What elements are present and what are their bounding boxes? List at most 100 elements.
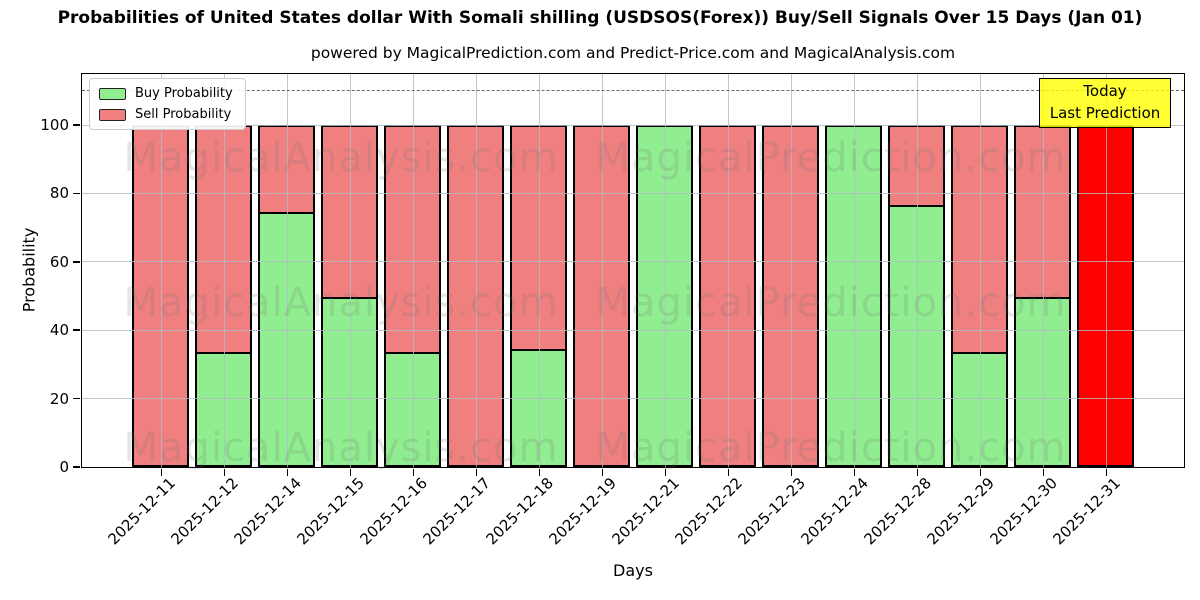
y-tick-label: 80 xyxy=(49,184,69,203)
plot-area: 2025-12-11 2025-12-12 2025-12-14 2025-12-15… xyxy=(40,73,1185,548)
legend-swatch-sell xyxy=(99,108,126,121)
bar-group xyxy=(509,125,568,467)
x-tick-mark xyxy=(286,469,288,476)
x-tick-mark xyxy=(979,469,981,476)
x-tick-mark xyxy=(664,469,666,476)
x-tick-mark xyxy=(790,469,792,476)
gridline-h xyxy=(82,398,1184,400)
bar-segment-buy xyxy=(952,352,1007,465)
dashed-threshold-line xyxy=(82,89,1184,91)
bar-group xyxy=(698,125,757,467)
x-tick-label: 2025-12-14 xyxy=(230,474,306,549)
x-tick-label: 2025-12-28 xyxy=(860,474,936,549)
y-tick-label: 0 xyxy=(59,458,69,476)
gridline-v xyxy=(286,74,288,467)
gridline-h xyxy=(82,192,1184,194)
today-annotation: Today Last Prediction xyxy=(1039,78,1171,128)
x-tick-label: 2025-12-16 xyxy=(356,474,432,549)
bar-group xyxy=(1076,125,1135,467)
y-tick-mark xyxy=(73,329,80,331)
gridline-h xyxy=(82,261,1184,263)
gridline-v xyxy=(727,74,729,467)
today-annotation-line2: Last Prediction xyxy=(1049,104,1161,122)
bar-segment-buy xyxy=(1015,297,1070,465)
y-tick-label: 60 xyxy=(49,252,69,271)
x-tick-label: 2025-12-30 xyxy=(986,474,1062,549)
x-tick-mark xyxy=(412,469,414,476)
bar-group xyxy=(572,125,631,467)
gridline-v xyxy=(1042,74,1044,467)
bar-slot: 2025-12-16 xyxy=(357,74,444,548)
x-tick-mark xyxy=(223,469,225,476)
gridline-v xyxy=(349,74,351,467)
y-tick-label: 100 xyxy=(40,116,69,135)
x-tick-mark xyxy=(1042,469,1044,476)
x-tick-label: 2025-12-21 xyxy=(608,474,684,549)
watermark: MagicalPrediction.com xyxy=(595,135,1067,181)
watermark: MagicalAnalysis.com xyxy=(123,280,559,326)
bar-group xyxy=(1013,125,1072,467)
gridline-v xyxy=(412,74,414,467)
x-tick-mark xyxy=(349,469,351,476)
bar-group xyxy=(383,125,442,467)
x-tick-label: 2025-12-11 xyxy=(104,474,180,549)
bar-slot: 2025-12-18 xyxy=(483,74,570,548)
gridline-v xyxy=(853,74,855,467)
gridline-v xyxy=(601,74,603,467)
bar-segment-buy xyxy=(196,352,251,465)
legend: Buy Probability Sell Probability xyxy=(89,78,246,130)
watermark: MagicalAnalysis.com xyxy=(123,425,559,471)
legend-swatch-buy xyxy=(99,87,126,100)
bar-slot: 2025-12-30 xyxy=(987,74,1074,548)
bar-group xyxy=(194,125,253,467)
y-axis-label: Probability xyxy=(19,227,39,313)
x-tick-mark xyxy=(475,469,477,476)
gridline-v xyxy=(916,74,918,467)
y-tick-mark xyxy=(73,397,80,400)
x-tick-mark xyxy=(1105,469,1107,476)
chart-title: Probabilities of United States dollar Wi… xyxy=(57,8,1143,28)
bars: 2025-12-11 2025-12-12 2025-12-14 2025-12-15… xyxy=(105,74,1137,548)
bar-slot: 2025-12-19 xyxy=(546,74,633,548)
gridline-v xyxy=(790,74,792,467)
x-axis-label: Days xyxy=(613,561,653,580)
bar-segment-buy xyxy=(322,297,377,465)
bar-group xyxy=(824,125,883,467)
bar-slot: 2025-12-29 xyxy=(924,74,1011,548)
chart-subtitle: powered by MagicalPrediction.com and Pre… xyxy=(310,44,956,62)
bar-group xyxy=(257,125,316,467)
x-tick-label: 2025-12-17 xyxy=(419,474,495,549)
x-tick-mark xyxy=(160,469,162,476)
legend-label-sell: Sell Probability xyxy=(135,107,232,122)
bar-segment-buy xyxy=(259,211,314,465)
bar-group xyxy=(446,125,505,467)
x-tick-label: 2025-12-12 xyxy=(167,474,243,549)
gridline-v xyxy=(475,74,477,467)
bar-slot: 2025-12-12 xyxy=(168,74,255,548)
bar-group xyxy=(320,125,379,467)
gridline-v xyxy=(538,74,540,467)
legend-item-sell: Sell Probability xyxy=(99,107,233,122)
gridline-v xyxy=(223,74,225,467)
x-tick-label: 2025-12-15 xyxy=(293,474,369,549)
gridline-h xyxy=(82,329,1184,331)
y-tick-mark xyxy=(73,466,80,468)
bar-segment-buy xyxy=(511,348,566,465)
bar-slot: 2025-12-17 xyxy=(420,74,507,548)
x-tick-label: 2025-12-29 xyxy=(923,474,999,549)
x-tick-mark xyxy=(538,469,540,476)
y-tick-mark xyxy=(73,261,80,263)
x-tick-label: 2025-12-19 xyxy=(545,474,621,549)
watermark: MagicalAnalysis.com xyxy=(123,135,559,181)
gridline-v xyxy=(979,74,981,467)
watermark: MagicalPrediction.com xyxy=(595,425,1067,471)
y-tick-label: 40 xyxy=(49,321,69,340)
bar-slot: 2025-12-31 xyxy=(1050,74,1137,548)
bar-segment-buy xyxy=(889,205,944,465)
x-tick-label: 2025-12-24 xyxy=(797,474,873,549)
bar-group xyxy=(950,125,1009,467)
gridline-h xyxy=(82,124,1184,126)
x-tick-mark xyxy=(601,469,603,476)
bar-slot: 2025-12-28 xyxy=(861,74,948,548)
